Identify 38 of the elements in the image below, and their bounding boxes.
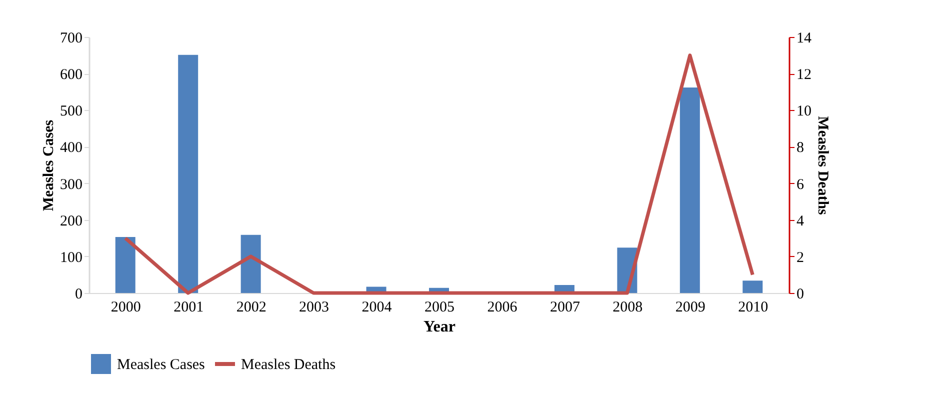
bar	[178, 54, 198, 293]
x-tick-label: 2007	[550, 300, 580, 316]
x-tick-label: 2010	[738, 300, 768, 316]
y-tick-label: 400	[60, 140, 82, 156]
y-tick-label: 100	[60, 250, 82, 266]
x-tick-label: 2006	[487, 300, 518, 316]
y-tick-label: 700	[60, 30, 82, 46]
y-tick-label: 0	[75, 286, 82, 302]
x-tick-label: 2001	[174, 300, 204, 316]
y-axis-title: Measles Cases	[41, 120, 57, 212]
y-tick-label: 300	[60, 176, 82, 193]
y2-tick-label: 2	[796, 250, 804, 266]
legend-label: Measles Deaths	[241, 357, 336, 373]
x-tick-label: 2003	[299, 300, 330, 316]
y-tick-label: 200	[60, 213, 82, 230]
y-tick-label: 600	[60, 67, 82, 84]
y2-tick-label: 6	[796, 176, 804, 193]
legend-label: Measles Cases	[117, 357, 206, 373]
y2-tick-label: 4	[796, 213, 804, 230]
line-series	[124, 54, 754, 295]
x-tick-label: 2005	[424, 300, 454, 316]
x-tick-label: 2009	[675, 300, 706, 316]
y2-tick-label: 12	[796, 67, 812, 84]
y2-tick-label: 14	[796, 30, 812, 46]
x-tick-label: 2008	[612, 300, 643, 316]
bar	[742, 280, 763, 293]
x-tick-label: 2004	[362, 300, 392, 316]
y2-tick-label: 0	[796, 286, 804, 302]
bar	[115, 237, 136, 293]
y2-tick-label: 8	[796, 140, 804, 156]
x-tick-label: 2000	[110, 300, 141, 316]
bar	[680, 87, 700, 293]
x-tick-label: 2002	[236, 300, 266, 316]
y2-tick-label: 10	[796, 104, 812, 120]
y-tick-label: 500	[60, 104, 82, 120]
bar	[240, 234, 261, 293]
x-axis-title: Year	[424, 318, 456, 336]
y2-axis-title: Measles Deaths	[814, 116, 830, 216]
